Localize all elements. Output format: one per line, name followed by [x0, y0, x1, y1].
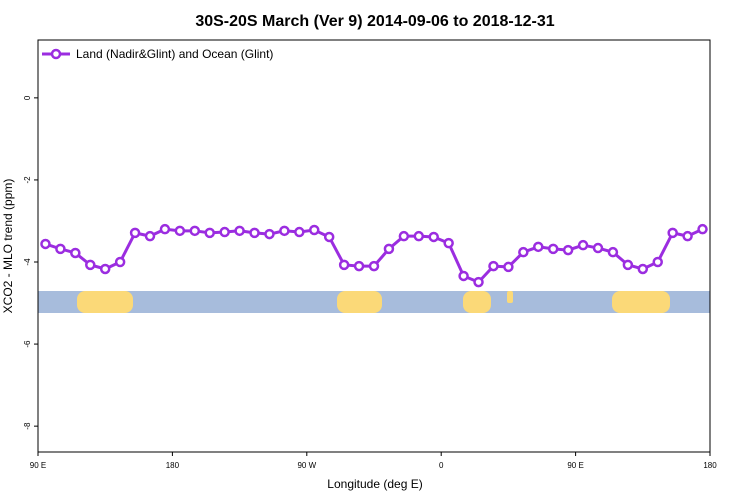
y-axis-label: XCO2 - MLO trend (ppm) — [1, 179, 15, 314]
x-tick-label: 90 E — [30, 461, 46, 470]
x-tick-label: 90 W — [297, 461, 316, 470]
data-point — [204, 227, 215, 239]
data-point — [219, 226, 230, 238]
x-tick-label: 90 E — [567, 461, 583, 470]
data-point — [547, 243, 559, 255]
x-tick-label: 180 — [166, 461, 180, 470]
data-point — [264, 228, 275, 240]
data-point — [667, 227, 678, 239]
y-tick-label: -8 — [23, 422, 32, 430]
data-point — [592, 242, 604, 254]
data-point — [309, 224, 320, 236]
data-point — [70, 247, 81, 259]
data-point — [607, 246, 619, 258]
legend-label: Land (Nadir&Glint) and Ocean (Glint) — [76, 47, 273, 61]
data-point — [85, 259, 96, 271]
data-point — [144, 230, 156, 242]
y-tick-label: -2 — [23, 176, 32, 184]
data-point — [55, 243, 66, 255]
data-point — [428, 231, 439, 243]
data-point — [383, 243, 395, 255]
data-point — [249, 227, 260, 239]
data-point — [368, 260, 380, 272]
data-point — [353, 260, 365, 272]
data-point — [413, 230, 425, 242]
land-ocean-band — [38, 291, 710, 313]
plot-frame — [37, 39, 711, 453]
land — [507, 291, 513, 303]
data-point — [562, 244, 574, 256]
data-point — [652, 256, 663, 268]
data-point — [577, 239, 589, 251]
data-point — [323, 231, 335, 243]
data-point — [234, 225, 245, 237]
data-point — [99, 263, 111, 275]
x-tick-label: 180 — [703, 461, 717, 470]
data-point — [189, 225, 201, 237]
data-point — [518, 246, 529, 258]
data-point — [488, 260, 499, 272]
chart-title: 30S-20S March (Ver 9) 2014-09-06 to 2018… — [195, 13, 554, 30]
y-tick-label: -4 — [23, 258, 32, 266]
data-point — [159, 223, 171, 235]
legend: Land (Nadir&Glint) and Ocean (Glint) — [42, 47, 273, 61]
data-point — [697, 223, 708, 235]
y-tick-label: -6 — [23, 340, 32, 348]
data-point — [458, 270, 469, 282]
x-axis-label: Longitude (deg E) — [327, 477, 422, 491]
data-point — [129, 227, 141, 239]
data-point — [473, 276, 484, 288]
data-point — [533, 241, 544, 253]
data-point — [682, 230, 693, 242]
data-point — [174, 225, 186, 237]
land — [337, 291, 382, 313]
data-point — [338, 259, 350, 271]
data-point — [114, 256, 126, 268]
legend-marker — [50, 48, 62, 60]
land — [77, 291, 133, 313]
data-point — [622, 259, 634, 271]
data-point — [294, 226, 305, 238]
data-point — [443, 237, 454, 249]
y-tick-label: 0 — [23, 95, 32, 100]
land — [463, 291, 491, 313]
x-tick-label: 0 — [439, 461, 444, 470]
land — [612, 291, 670, 313]
data-point — [279, 225, 290, 237]
data-point — [503, 261, 514, 273]
data-point — [637, 263, 649, 275]
data-point — [398, 230, 410, 242]
data-point — [40, 238, 51, 250]
